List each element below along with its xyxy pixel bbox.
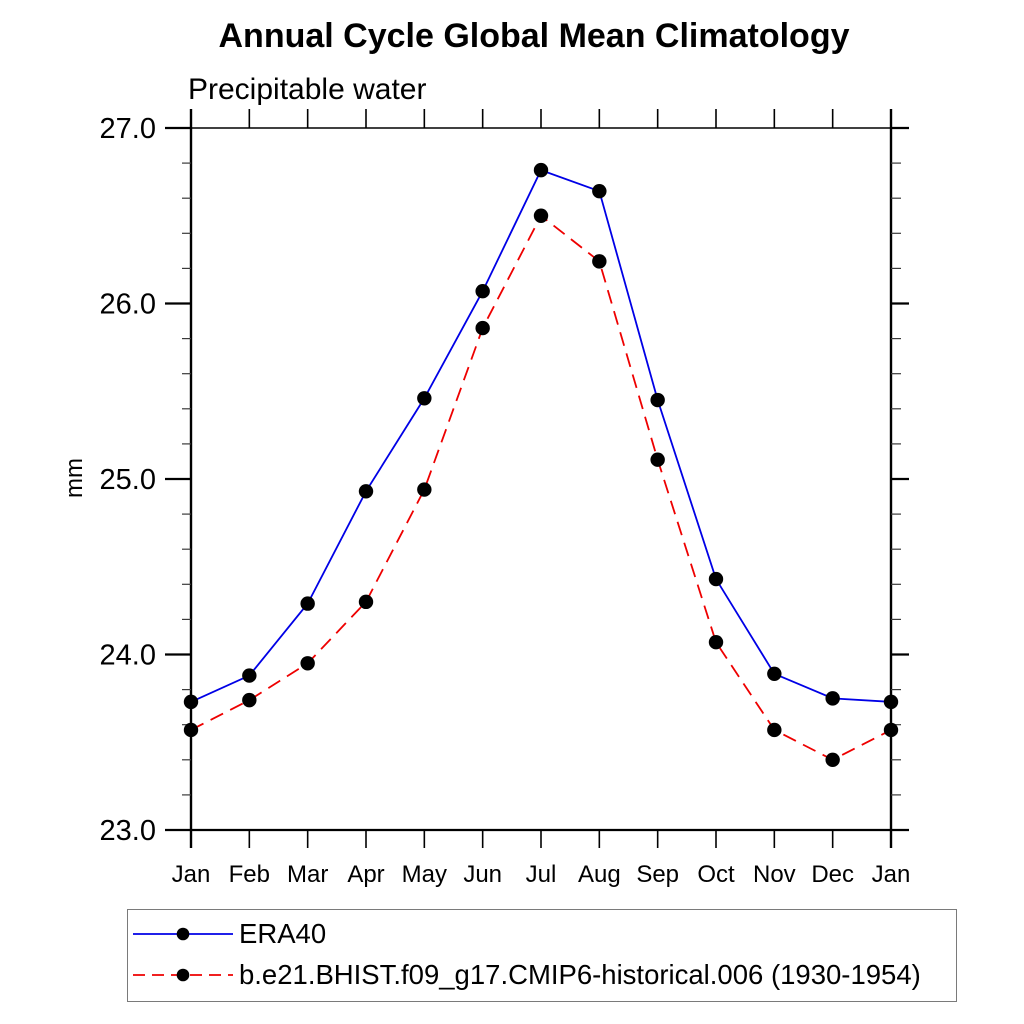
- data-point-marker-0: [417, 391, 432, 406]
- legend-line-sample-1: [133, 968, 233, 982]
- x-tick-label: Oct: [697, 861, 735, 888]
- x-tick-label: Apr: [347, 861, 384, 888]
- legend-line-sample-0: [133, 927, 233, 941]
- x-tick-label: Jan: [172, 861, 211, 888]
- legend-label-0: ERA40: [239, 918, 327, 949]
- x-tick-label: Nov: [753, 861, 796, 888]
- y-tick-label: 27.0: [100, 113, 156, 145]
- legend-box: ERA40 b.e21.BHIST.f09_g17.CMIP6-historica…: [127, 909, 957, 1002]
- data-point-marker-1: [592, 254, 607, 269]
- y-axis-label: mm: [61, 458, 88, 498]
- data-point-marker-1: [825, 752, 840, 767]
- data-point-marker-0: [825, 691, 840, 706]
- data-point-marker-0: [708, 571, 724, 587]
- data-point-marker-1: [242, 692, 257, 708]
- data-point-marker-0: [883, 694, 899, 710]
- x-tick-label: Dec: [811, 861, 854, 888]
- data-point-marker-0: [183, 694, 199, 710]
- data-point-marker-1: [417, 482, 432, 497]
- data-point-marker-0: [358, 484, 374, 499]
- legend-marker-icon: [176, 927, 190, 941]
- data-point-marker-0: [767, 666, 782, 682]
- data-point-marker-0: [650, 392, 665, 408]
- x-tick-label: Feb: [229, 861, 270, 888]
- chart-title: Annual Cycle Global Mean Climatology: [218, 17, 850, 55]
- data-point-marker-0: [242, 668, 257, 683]
- data-point-marker-1: [300, 656, 315, 671]
- data-point-marker-0: [300, 596, 315, 611]
- data-point-marker-1: [883, 722, 899, 738]
- legend-item-1: b.e21.BHIST.f09_g17.CMIP6-historical.006…: [132, 960, 921, 990]
- legend-item-0: ERA40: [132, 919, 326, 949]
- x-tick-label: Jul: [526, 861, 557, 888]
- x-tick-label: Jun: [463, 861, 502, 888]
- x-tick-label: Sep: [636, 861, 679, 888]
- x-tick-label: Aug: [578, 861, 621, 888]
- y-tick-label: 25.0: [100, 464, 156, 496]
- data-point-marker-1: [533, 208, 549, 223]
- data-point-marker-1: [767, 722, 782, 738]
- data-point-marker-1: [358, 594, 374, 610]
- legend-marker-icon: [176, 968, 190, 982]
- series-line-0: [190, 168, 892, 703]
- data-point-marker-0: [475, 284, 490, 299]
- legend-label-1: b.e21.BHIST.f09_g17.CMIP6-historical.006…: [239, 959, 921, 990]
- x-tick-label: Jan: [872, 861, 911, 888]
- x-tick-label: Mar: [287, 861, 328, 888]
- data-point-marker-1: [650, 452, 665, 467]
- y-tick-label: 23.0: [100, 815, 156, 847]
- x-tick-label: May: [402, 861, 447, 888]
- chart-subtitle: Precipitable water: [188, 73, 427, 106]
- data-point-marker-1: [708, 635, 724, 650]
- y-tick-label: 24.0: [100, 640, 156, 672]
- y-tick-label: 26.0: [100, 289, 156, 321]
- data-point-marker-1: [475, 320, 490, 336]
- data-point-marker-0: [533, 162, 549, 178]
- data-point-marker-1: [183, 722, 199, 738]
- data-point-marker-0: [592, 183, 607, 199]
